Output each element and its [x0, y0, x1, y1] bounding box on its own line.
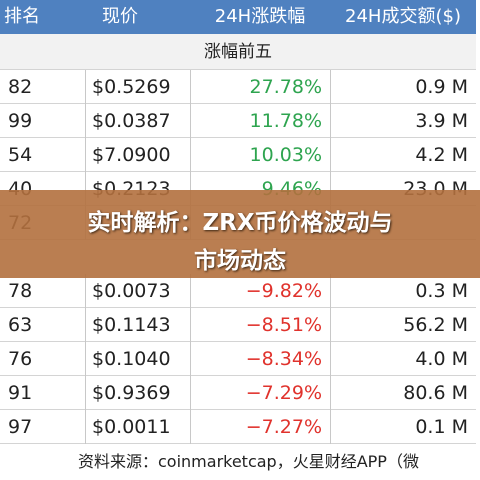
table-cell: 80.6 M: [403, 382, 468, 404]
table-cell: 0.1 M: [415, 416, 468, 438]
table-cell: 3.9 M: [415, 110, 468, 132]
table-cell: 99: [8, 110, 33, 132]
column-divider: [330, 274, 331, 444]
table-cell: 54: [8, 144, 33, 166]
table-cell: 76: [8, 348, 33, 370]
banner-text: 市场动态: [194, 248, 286, 274]
column-divider: [85, 274, 86, 444]
table-cell: 63: [8, 314, 33, 336]
table-cell: $7.0900: [92, 144, 171, 166]
column-header: 现价: [102, 6, 138, 27]
column-divider: [190, 274, 191, 444]
table-cell: 0.3 M: [415, 280, 468, 302]
table-cell: $0.0073: [92, 280, 171, 302]
row-divider: [0, 341, 476, 342]
column-header: 24H涨跌幅: [214, 6, 306, 27]
table-cell: $0.9369: [92, 382, 171, 404]
table-cell: 27.78%: [249, 76, 322, 98]
row-divider: [0, 171, 476, 172]
row-divider: [0, 375, 476, 376]
table-cell: $0.0011: [92, 416, 171, 438]
table-cell: 82: [8, 76, 33, 98]
table-cell: 56.2 M: [403, 314, 468, 336]
footer: 资料来源：coinmarketcap，火星财经APP（微: [78, 452, 419, 471]
table-cell: 10.03%: [249, 144, 322, 166]
table-cell: 4.0 M: [415, 348, 468, 370]
column-header: 24H成交额($): [345, 6, 461, 27]
table-cell: $0.1040: [92, 348, 171, 370]
row-divider: [0, 443, 476, 444]
table-cell: 91: [8, 382, 33, 404]
table-cell: 97: [8, 416, 33, 438]
table-cell: 78: [8, 280, 33, 302]
table-cell: −8.51%: [245, 314, 322, 336]
column-divider: [190, 70, 191, 240]
table-cell: $0.5269: [92, 76, 171, 98]
section-title: 涨幅前五: [0, 34, 476, 70]
table-cell: −7.27%: [245, 416, 322, 438]
table-cell: −8.34%: [245, 348, 322, 370]
row-divider: [0, 103, 476, 104]
table-cell: −7.29%: [245, 382, 322, 404]
table-cell: −9.82%: [245, 280, 322, 302]
column-header: 排名: [4, 6, 40, 27]
row-divider: [0, 137, 476, 138]
banner-text: 实时解析：ZRX币价格波动与: [87, 210, 393, 236]
column-divider: [85, 70, 86, 240]
table-cell: $0.1143: [92, 314, 171, 336]
row-divider: [0, 307, 476, 308]
row-divider: [0, 69, 476, 70]
table-cell: 11.78%: [249, 110, 322, 132]
table-cell: 4.2 M: [415, 144, 468, 166]
column-divider: [330, 70, 331, 240]
banner: [0, 190, 480, 278]
table-header: [0, 0, 476, 34]
table-cell: 0.9 M: [415, 76, 468, 98]
row-divider: [0, 409, 476, 410]
table-cell: $0.0387: [92, 110, 171, 132]
